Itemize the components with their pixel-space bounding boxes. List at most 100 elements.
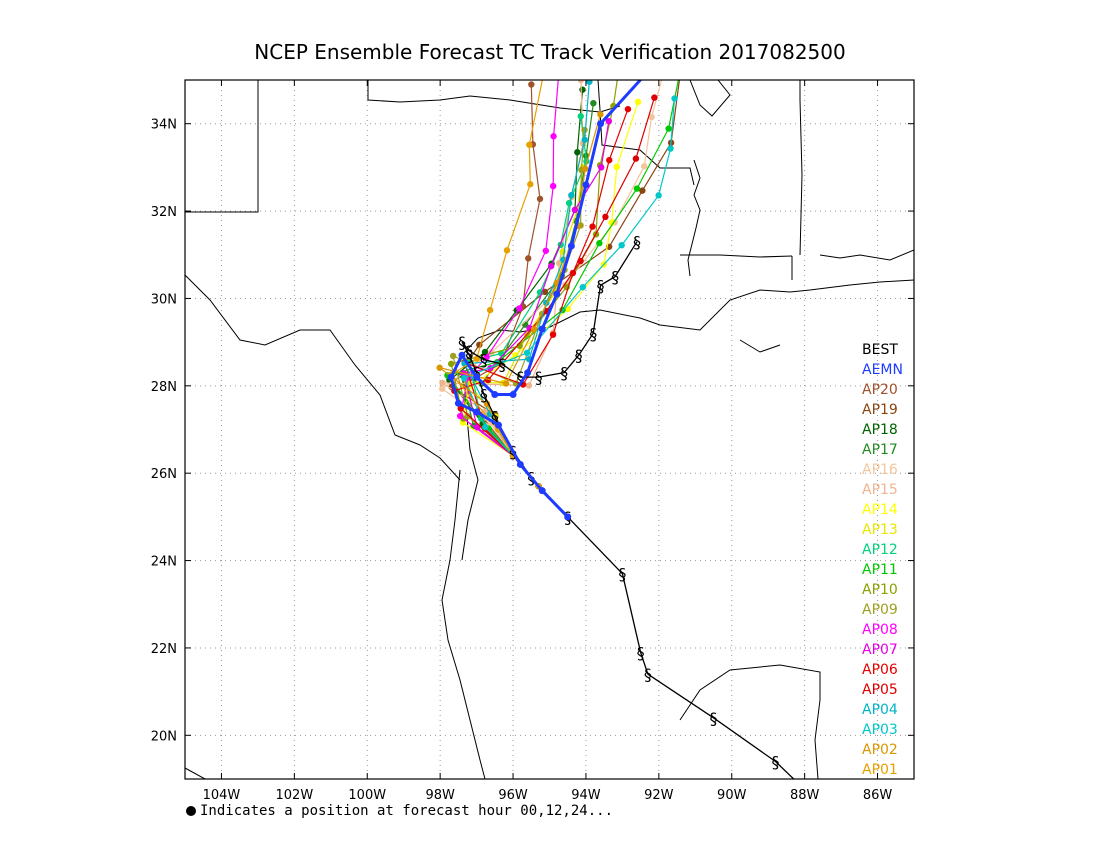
member-point	[574, 149, 581, 156]
hurricane-symbol-icon: §	[465, 342, 473, 361]
legend-item-ap02: AP02	[862, 742, 898, 758]
member-point	[651, 94, 658, 101]
member-point	[581, 136, 588, 143]
legend-item-ap17: AP17	[862, 442, 898, 458]
legend-item-aemn: AEMN	[862, 362, 903, 378]
member-point	[667, 145, 674, 152]
ensemble-tracks	[436, 64, 684, 521]
aemn-point	[582, 181, 590, 189]
member-point	[483, 400, 491, 408]
member-point	[565, 199, 573, 207]
member-point	[542, 247, 550, 254]
member-point	[577, 257, 584, 265]
hurricane-symbol-icon: §	[480, 386, 488, 405]
member-point	[571, 206, 579, 214]
legend-item-ap15: AP15	[862, 482, 898, 498]
hurricane-symbol-icon: §	[589, 324, 597, 343]
member-point	[525, 255, 532, 262]
lat-label: 32N	[151, 205, 177, 220]
member-point	[556, 66, 562, 72]
member-point	[481, 408, 489, 415]
member-point	[457, 405, 464, 412]
member-point	[633, 185, 641, 192]
aemn-point	[516, 460, 524, 468]
legend-item-ap09: AP09	[862, 602, 898, 618]
lat-label: 26N	[151, 467, 177, 482]
member-point	[608, 219, 615, 226]
legend-item-ap07: AP07	[862, 642, 898, 658]
best-track: §§§§§§§§§§§§§§§§§§§§§§§§§	[458, 233, 795, 779]
aemn-point	[494, 421, 502, 429]
member-point	[678, 64, 684, 70]
member-point	[641, 163, 648, 170]
aemn-point	[553, 290, 561, 298]
member-point	[602, 213, 609, 221]
legend-item-best: BEST	[862, 342, 898, 358]
lon-label: 92W	[644, 788, 674, 803]
member-point	[486, 306, 494, 314]
lat-label: 24N	[151, 555, 177, 570]
hurricane-symbol-icon: §	[710, 709, 718, 728]
member-point	[536, 195, 544, 203]
legend-item-ap08: AP08	[862, 622, 898, 638]
member-point	[677, 70, 683, 76]
member-point	[661, 68, 667, 74]
hurricane-symbol-icon: §	[498, 355, 506, 374]
aemn-point	[473, 408, 481, 416]
member-point	[613, 163, 620, 171]
member-point	[541, 288, 549, 296]
member-point	[439, 379, 446, 387]
aemn-point	[538, 487, 546, 495]
member-point	[577, 80, 585, 84]
lon-label: 104W	[203, 788, 241, 803]
lon-label: 90W	[717, 788, 747, 803]
aemn-point	[564, 513, 572, 521]
member-point	[525, 382, 533, 389]
member-point	[473, 355, 481, 362]
hurricane-symbol-icon: §	[465, 346, 473, 365]
aemn-point	[641, 72, 648, 79]
member-point	[528, 81, 535, 88]
hurricane-symbol-icon: §	[480, 351, 488, 370]
member-point	[589, 223, 596, 230]
member-point	[526, 141, 533, 148]
member-point	[616, 64, 622, 70]
member-point	[464, 413, 472, 420]
hurricane-symbol-icon: §	[633, 233, 641, 252]
lon-label: 86W	[863, 788, 893, 803]
lat-label: 28N	[151, 380, 177, 395]
member-track-ap11	[446, 80, 679, 518]
member-point	[460, 374, 468, 382]
hurricane-symbol-icon: §	[644, 665, 652, 684]
member-point	[639, 187, 646, 194]
aemn-point	[567, 242, 575, 250]
member-point	[516, 305, 523, 312]
member-point	[597, 111, 604, 118]
coastlines-borders	[185, 80, 914, 779]
member-point	[456, 412, 464, 420]
hurricane-symbol-icon: §	[618, 565, 626, 584]
hurricane-symbol-icon: §	[575, 346, 583, 365]
member-point	[439, 385, 446, 392]
member-point	[598, 164, 605, 171]
hurricane-symbol-icon: §	[491, 407, 499, 426]
legend-item-ap01: AP01	[862, 762, 898, 778]
lon-label: 98W	[425, 788, 455, 803]
hurricane-symbol-icon: §	[473, 364, 481, 383]
hurricane-symbol-icon: §	[597, 276, 605, 295]
lat-label: 22N	[151, 642, 177, 657]
legend-item-ap05: AP05	[862, 682, 898, 698]
lon-label: 96W	[498, 788, 528, 803]
member-point	[648, 113, 655, 121]
member-point	[523, 349, 531, 357]
lon-label: 102W	[276, 788, 314, 803]
lon-label: 100W	[348, 788, 386, 803]
chart-title: NCEP Ensemble Forecast TC Track Verifica…	[254, 40, 846, 64]
gridlines	[185, 80, 914, 779]
legend-item-ap11: AP11	[862, 562, 898, 578]
member-track-ap04	[463, 81, 590, 518]
member-point	[577, 113, 584, 120]
member-point	[481, 348, 489, 356]
legend-item-ap13: AP13	[862, 522, 898, 538]
aemn-point	[458, 351, 466, 359]
